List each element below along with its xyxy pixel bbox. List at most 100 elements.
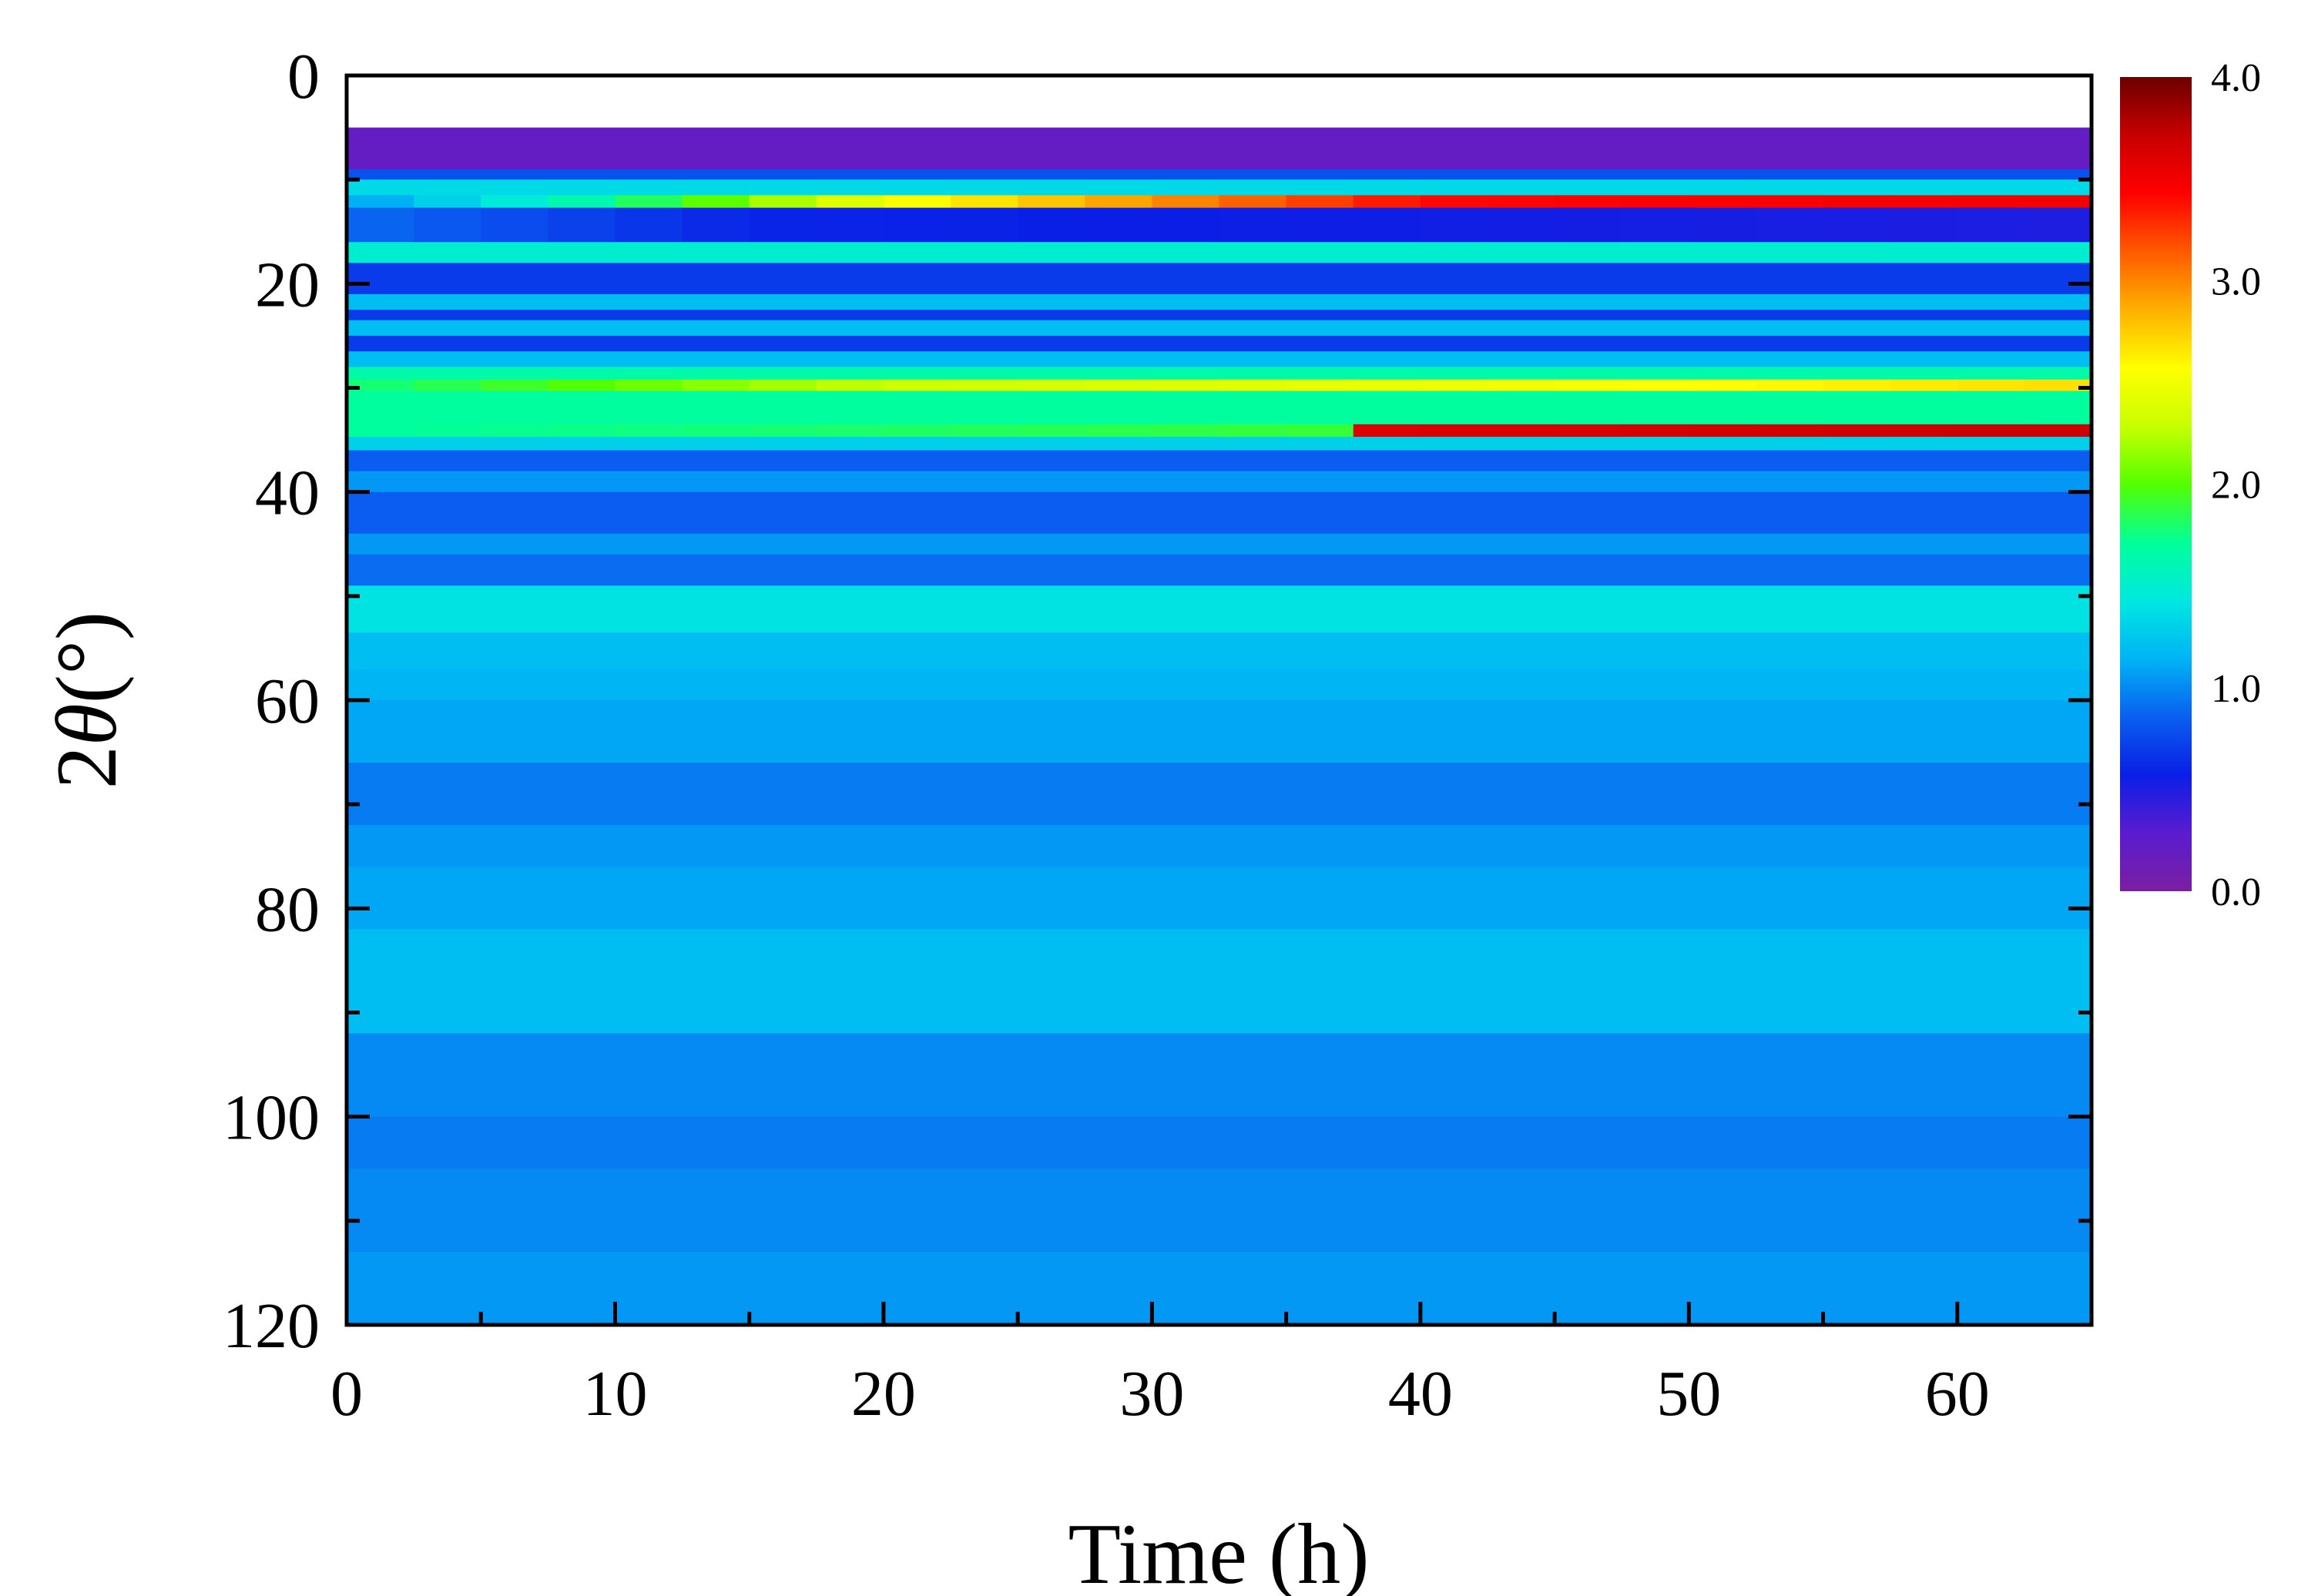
colorbar bbox=[2120, 77, 2192, 891]
y-tick-label: 20 bbox=[255, 249, 320, 320]
heatmap-cell bbox=[1353, 424, 1421, 438]
heatmap-cell bbox=[682, 379, 750, 392]
heatmap-cell bbox=[347, 169, 2092, 180]
heatmap-cell bbox=[1823, 195, 1891, 209]
heatmap-cell bbox=[347, 1116, 2092, 1169]
heatmap-cell bbox=[347, 207, 414, 243]
heatmap-cell bbox=[1286, 207, 1354, 243]
heatmap-cell bbox=[347, 195, 414, 209]
heatmap-cell bbox=[1890, 424, 1958, 438]
heatmap-cell bbox=[347, 669, 2092, 701]
heatmap-cell bbox=[414, 207, 481, 243]
heatmap-cell bbox=[2024, 424, 2092, 438]
colorbar-tick-label: 0.0 bbox=[2211, 870, 2261, 914]
heatmap-cell bbox=[1555, 207, 1622, 243]
heatmap-cell bbox=[347, 554, 2092, 586]
colorbar-tick-labels: 0.0 1.0 2.0 3.0 4.0 bbox=[2211, 56, 2261, 914]
heatmap-cell bbox=[414, 424, 481, 438]
heatmap-cell bbox=[347, 242, 2092, 263]
heatmap-cell bbox=[347, 379, 414, 392]
heatmap-cell bbox=[1085, 207, 1152, 243]
heatmap-cell bbox=[951, 195, 1018, 209]
axis-ticks bbox=[344, 73, 2092, 1327]
heatmap-cell bbox=[951, 379, 1018, 392]
heatmap-cell bbox=[1152, 207, 1220, 243]
heatmap-cell bbox=[347, 867, 2092, 930]
heatmap-cell bbox=[1555, 424, 1622, 438]
heatmap-cell bbox=[1353, 195, 1421, 209]
x-tick-label: 40 bbox=[1388, 1358, 1453, 1430]
heatmap-cell bbox=[347, 367, 2092, 381]
heatmap-cell bbox=[2024, 207, 2092, 243]
heatmap-cell bbox=[1353, 207, 1421, 243]
heatmap-cell bbox=[548, 207, 616, 243]
heatmap-cell bbox=[347, 632, 2092, 670]
x-axis-tick-labels: 0 10 20 30 40 50 60 bbox=[330, 1358, 1990, 1430]
heatmap-cell bbox=[1286, 379, 1354, 392]
heatmap-cell bbox=[347, 825, 2092, 867]
heatmap-cell bbox=[749, 207, 817, 243]
heatmap-cell bbox=[347, 127, 2092, 170]
heatmap-cell bbox=[1890, 379, 1958, 392]
heatmap-cell bbox=[1085, 379, 1152, 392]
x-tick-label: 30 bbox=[1119, 1358, 1184, 1430]
heatmap-cell bbox=[347, 700, 2092, 763]
heatmap-cell bbox=[1018, 195, 1085, 209]
heatmap-cell bbox=[347, 351, 2092, 368]
heatmap-cell bbox=[1487, 379, 1555, 392]
heatmap-cell bbox=[347, 585, 2092, 633]
heatmap-cell bbox=[347, 929, 2092, 1034]
heatmap-cell bbox=[951, 207, 1018, 243]
x-tick-label: 60 bbox=[1925, 1358, 1990, 1430]
heatmap-cell bbox=[347, 391, 2092, 425]
heatmap-cell bbox=[1353, 379, 1421, 392]
x-tick-label: 0 bbox=[330, 1358, 363, 1430]
heatmap-cell bbox=[347, 1033, 2092, 1118]
heatmap-cell bbox=[1957, 379, 2025, 392]
heatmap-cell bbox=[1622, 195, 1689, 209]
heatmap-cell bbox=[548, 379, 616, 392]
heatmap-cell bbox=[1823, 379, 1891, 392]
heatmap-cell bbox=[1018, 207, 1085, 243]
heatmap-cell bbox=[1823, 207, 1891, 243]
heatmap-cell bbox=[1286, 424, 1354, 438]
heatmap-cell bbox=[1689, 207, 1757, 243]
heatmap-cell bbox=[1219, 379, 1287, 392]
y-tick-label: 100 bbox=[223, 1082, 320, 1154]
heatmap-cell bbox=[816, 379, 884, 392]
heatmap-cell bbox=[682, 207, 750, 243]
heatmap-cell bbox=[1085, 195, 1152, 209]
heatmap-cell bbox=[1823, 424, 1891, 438]
x-tick-label: 20 bbox=[851, 1358, 916, 1430]
heatmap-cell bbox=[1756, 379, 1824, 392]
y-tick-label: 0 bbox=[287, 41, 320, 112]
heatmap-cell bbox=[816, 207, 884, 243]
heatmap-cell bbox=[615, 379, 683, 392]
heatmap-cell bbox=[749, 379, 817, 392]
heatmap-cell bbox=[1152, 379, 1220, 392]
heatmap-cell bbox=[347, 263, 2092, 295]
heatmap-cell bbox=[1890, 207, 1958, 243]
heatmap-cell bbox=[883, 424, 951, 438]
y-tick-label: 40 bbox=[255, 458, 320, 529]
heatmap-cell bbox=[1622, 424, 1689, 438]
heatmap-cell bbox=[1487, 195, 1555, 209]
heatmap-cell bbox=[1420, 207, 1488, 243]
heatmap-cell bbox=[1487, 424, 1555, 438]
heatmap-cell bbox=[347, 533, 2092, 555]
heatmap-cell bbox=[1152, 195, 1220, 209]
heatmap-cell bbox=[1622, 207, 1689, 243]
y-tick-label: 60 bbox=[255, 666, 320, 737]
heatmap-cell bbox=[1689, 379, 1757, 392]
heatmap-cell bbox=[1957, 195, 2025, 209]
heatmap-cell bbox=[816, 195, 884, 209]
heatmap-cell bbox=[883, 207, 951, 243]
heatmap-cell bbox=[883, 195, 951, 209]
heatmap-cell bbox=[615, 207, 683, 243]
heatmap-cell bbox=[347, 310, 2092, 321]
heatmap-cell bbox=[951, 424, 1018, 438]
heatmap-cell bbox=[481, 195, 548, 209]
heatmap-cell bbox=[2024, 379, 2092, 392]
heatmap-cell bbox=[1689, 195, 1757, 209]
heatmap-cell bbox=[749, 424, 817, 438]
